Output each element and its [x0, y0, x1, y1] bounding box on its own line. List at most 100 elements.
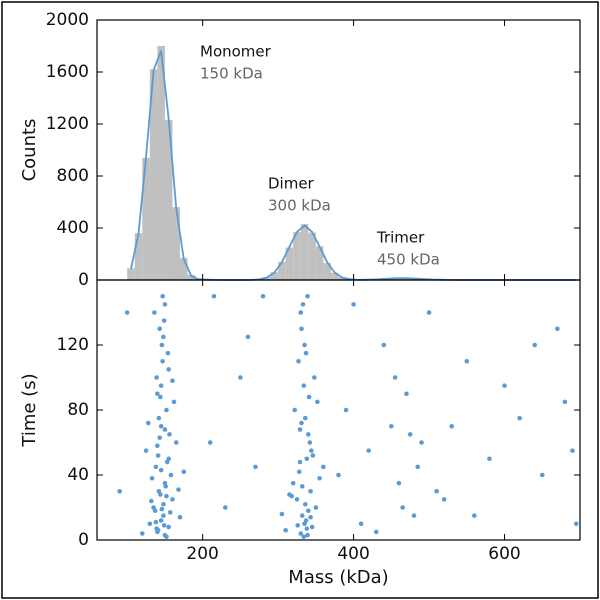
scatter-point [158, 467, 164, 473]
scatter-point [300, 302, 306, 307]
histogram-bar [157, 46, 165, 280]
scatter-point [238, 375, 243, 380]
scatter-point [139, 531, 145, 536]
scatter-point [555, 326, 560, 332]
scatter-point [155, 443, 160, 449]
scatter-point [292, 407, 298, 413]
scatter-point [411, 513, 417, 518]
scatter-point [295, 523, 301, 528]
scatter-point [147, 521, 153, 527]
scatter-point [396, 480, 402, 486]
scatter-point [464, 358, 470, 364]
scatter-point [317, 475, 322, 481]
scatter-point [407, 432, 413, 437]
scatter-point [164, 459, 170, 465]
histogram-bar [180, 257, 188, 280]
scatter-point [290, 480, 296, 486]
scatter-point [173, 440, 179, 445]
scatter-point [167, 432, 172, 437]
annotation-label: Trimer [376, 229, 425, 247]
histogram-bar [285, 247, 294, 280]
scatter-point [299, 420, 304, 426]
scatter-point [164, 407, 169, 413]
scatter-point [305, 293, 310, 299]
scatter-point [260, 293, 266, 299]
scatter-point [366, 448, 371, 453]
x-tick-label: 200 [186, 544, 218, 564]
scatter-point [158, 492, 163, 497]
scatter-point [303, 518, 309, 523]
scatter-point [152, 310, 157, 315]
scatter-point [539, 472, 545, 478]
scatter-point [313, 505, 319, 510]
histogram-bar [300, 224, 309, 280]
y-tick-label: 800 [57, 166, 89, 186]
scatter-point [153, 464, 159, 470]
scatter-point [211, 293, 217, 299]
scatter-point [343, 407, 349, 413]
scatter-point [152, 508, 158, 514]
scatter-point [358, 521, 364, 527]
y-tick-label: 0 [78, 270, 89, 290]
y-tick-label: 120 [57, 335, 89, 355]
scatter-point [181, 469, 187, 475]
annotation-label: Monomer [200, 43, 272, 61]
histogram-bar [323, 263, 331, 280]
scatter-point [562, 399, 568, 405]
scatter-point [161, 513, 166, 518]
scatter-point [304, 526, 310, 531]
scatter-point [245, 334, 251, 340]
scatter-point [279, 511, 285, 517]
scatter-point [158, 394, 163, 400]
scatter-point [296, 469, 302, 475]
scatter-point [154, 526, 159, 531]
scatter-point [143, 448, 149, 453]
scatter-point [158, 423, 164, 429]
scatter-point [307, 440, 313, 445]
scatter-point [487, 456, 492, 462]
histogram-bar [315, 246, 324, 280]
scatter-point [170, 497, 175, 502]
scatter-point [426, 310, 432, 315]
scatter-point [117, 488, 122, 494]
histogram-bar [187, 274, 196, 280]
scatter-point [162, 302, 168, 307]
scatter-point [156, 415, 162, 421]
scatter-point [305, 532, 310, 538]
y-tick-label: 1600 [46, 62, 89, 82]
scatter-point [161, 501, 166, 507]
scatter-point [170, 378, 175, 384]
scatter-point [168, 472, 174, 478]
scatter-point [124, 310, 130, 315]
x-tick-label: 400 [337, 544, 369, 564]
histogram-bar [278, 261, 286, 280]
scatter-point [298, 531, 304, 536]
histogram-bar [142, 157, 150, 280]
scatter-point [532, 342, 538, 348]
scatter-point [472, 513, 477, 518]
scatter-point [373, 529, 379, 535]
scatter-point [299, 484, 305, 489]
scatter-point [297, 427, 303, 432]
scatter-point [298, 310, 304, 315]
scatter-point [434, 488, 439, 494]
scatter-point [315, 399, 320, 405]
scatter-point [449, 423, 455, 429]
scatter-point [306, 394, 312, 400]
scatter-point [517, 415, 522, 421]
scatter-point [283, 527, 288, 533]
y-axis-label: Counts [19, 119, 40, 182]
scatter-point [159, 342, 165, 348]
scatter-point [309, 448, 314, 453]
scatter-point [301, 383, 307, 388]
scatter-point [162, 427, 168, 432]
scatter-point [336, 472, 341, 478]
scatter-point [304, 456, 310, 462]
scatter-point [289, 493, 295, 499]
scatter-point [222, 505, 228, 510]
scatter-point [308, 488, 313, 494]
scatter-point [306, 508, 311, 514]
scatter-point [157, 326, 162, 332]
